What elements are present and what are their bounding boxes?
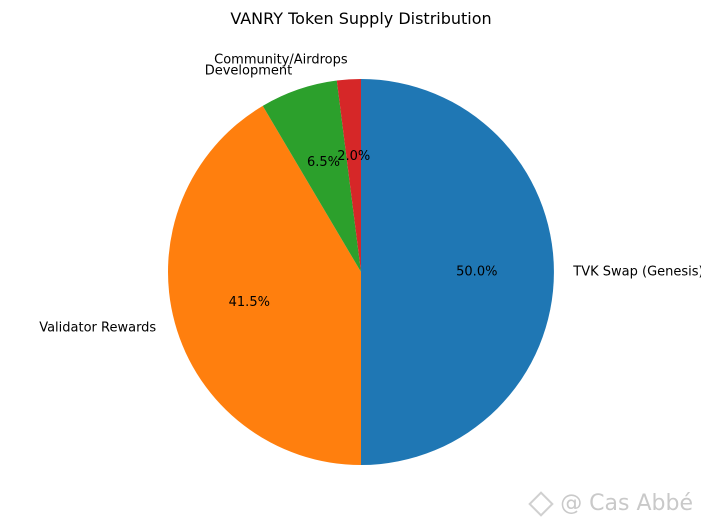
pie-slices xyxy=(168,79,554,466)
pct-label-validator-rewards: 41.5% xyxy=(229,295,270,310)
pie-slice-development xyxy=(262,80,361,272)
pct-label-development: 6.5% xyxy=(307,155,340,170)
pct-label-community-airdrops: 2.0% xyxy=(337,149,370,164)
watermark-text: @ Cas Abbé xyxy=(560,491,693,516)
binance-logo-icon xyxy=(528,490,554,517)
watermark: @ Cas Abbé xyxy=(528,490,693,517)
slice-label-development: Development xyxy=(205,64,293,79)
pie-slice-community-airdrops xyxy=(336,79,361,272)
slice-label-validator-rewards: Validator Rewards xyxy=(39,321,156,336)
chart-title: VANRY Token Supply Distribution xyxy=(230,9,491,28)
pie-labels: TVK Swap (Genesis) 50.0% Validator Rewards… xyxy=(39,53,701,336)
pct-label-tvk-swap-genesis: 50.0% xyxy=(456,265,497,280)
pie-slice-validator-rewards xyxy=(168,105,361,466)
slice-label-tvk-swap-genesis: TVK Swap (Genesis) xyxy=(572,265,701,280)
slice-label-community-airdrops: Community/Airdrops xyxy=(214,53,348,68)
pie-slice-tvk-swap-genesis xyxy=(361,79,554,465)
